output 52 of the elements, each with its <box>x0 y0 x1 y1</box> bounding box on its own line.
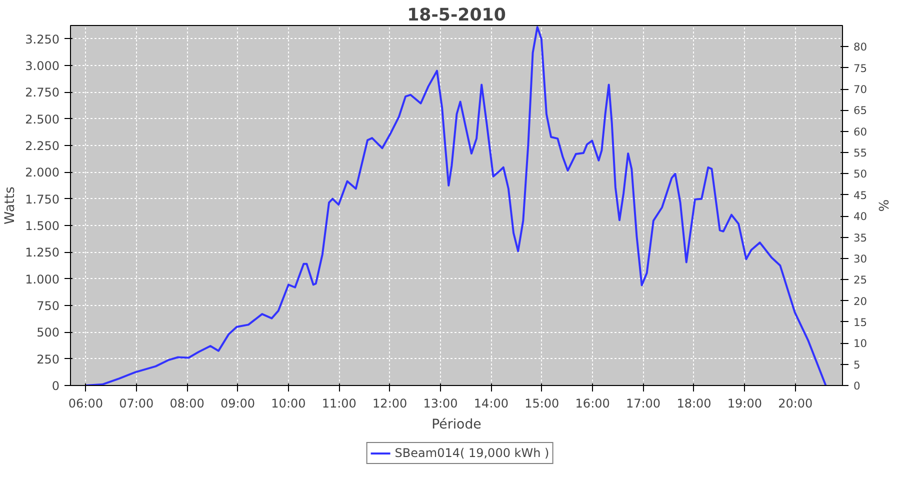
x-tick-label: 11:00 <box>322 396 356 410</box>
y2-tick-label: 60 <box>854 125 868 138</box>
y2-tick-label: 10 <box>854 337 868 350</box>
x-tick-label: 13:00 <box>423 396 458 410</box>
y-tick-label: 1.000 <box>25 272 60 286</box>
x-tick-label: 19:00 <box>727 396 762 410</box>
y-tick-label: 1.500 <box>25 219 60 233</box>
y-tick-label: 3.250 <box>25 32 60 46</box>
x-tick-label: 20:00 <box>778 396 813 410</box>
y2-tick-label: 30 <box>854 252 868 266</box>
y2-tick-label: 35 <box>854 231 868 244</box>
y2-tick-label: 80 <box>854 40 868 54</box>
x-tick-label: 16:00 <box>575 396 610 410</box>
x-tick-label: 18:00 <box>676 396 712 410</box>
y2-tick-label: 70 <box>854 83 868 96</box>
y-tick-label: 3.000 <box>25 59 60 73</box>
y-tick-label: 2.500 <box>25 112 60 126</box>
line-series <box>84 26 827 386</box>
y2-tick-label: 25 <box>854 274 868 287</box>
y2-tick-label: 75 <box>854 62 868 75</box>
x-tick-label: 06:00 <box>68 396 104 410</box>
x-tick-label: 14:00 <box>474 396 509 410</box>
y-tick-label: 2.000 <box>25 166 60 180</box>
y-tick-label: 750 <box>36 299 60 313</box>
x-tick-label: 12:00 <box>372 396 408 410</box>
y2-tick-label: 65 <box>854 104 868 118</box>
x-tick-label: 17:00 <box>626 396 661 410</box>
y2-tick-label: 40 <box>854 210 868 224</box>
y-tick-label: 1.250 <box>25 246 60 260</box>
y2-tick-label: 50 <box>854 168 868 181</box>
x-tick-label: 09:00 <box>220 396 256 410</box>
y2-tick-label: 45 <box>854 188 868 202</box>
y2-tick-label: 15 <box>854 316 868 329</box>
y-tick-label: 1.750 <box>25 192 60 206</box>
y-tick-label: 250 <box>36 352 60 366</box>
x-axis-title: Période <box>432 418 482 432</box>
y-tick-label: 500 <box>36 326 60 340</box>
y-tick-label: 0 <box>52 379 60 393</box>
y2-axis-title: % <box>875 199 890 212</box>
y-tick-label: 2.250 <box>25 139 60 153</box>
x-tick-label: 08:00 <box>170 396 204 410</box>
legend-label: SBeam014( 19,000 kWh ) <box>394 446 550 460</box>
x-tick-label: 15:00 <box>524 396 560 410</box>
y2-tick-label: 0 <box>854 380 860 392</box>
y2-tick-label: 55 <box>854 146 868 160</box>
y2-tick-label: 20 <box>854 294 868 308</box>
x-tick-label: 10:00 <box>271 396 306 410</box>
chart-title: 18-5-2010 <box>407 6 506 26</box>
y-tick-label: 2.750 <box>25 86 60 100</box>
x-tick-label: 07:00 <box>119 396 154 410</box>
y2-tick-label: 5 <box>854 358 860 372</box>
y-axis-title: Watts <box>3 186 18 224</box>
